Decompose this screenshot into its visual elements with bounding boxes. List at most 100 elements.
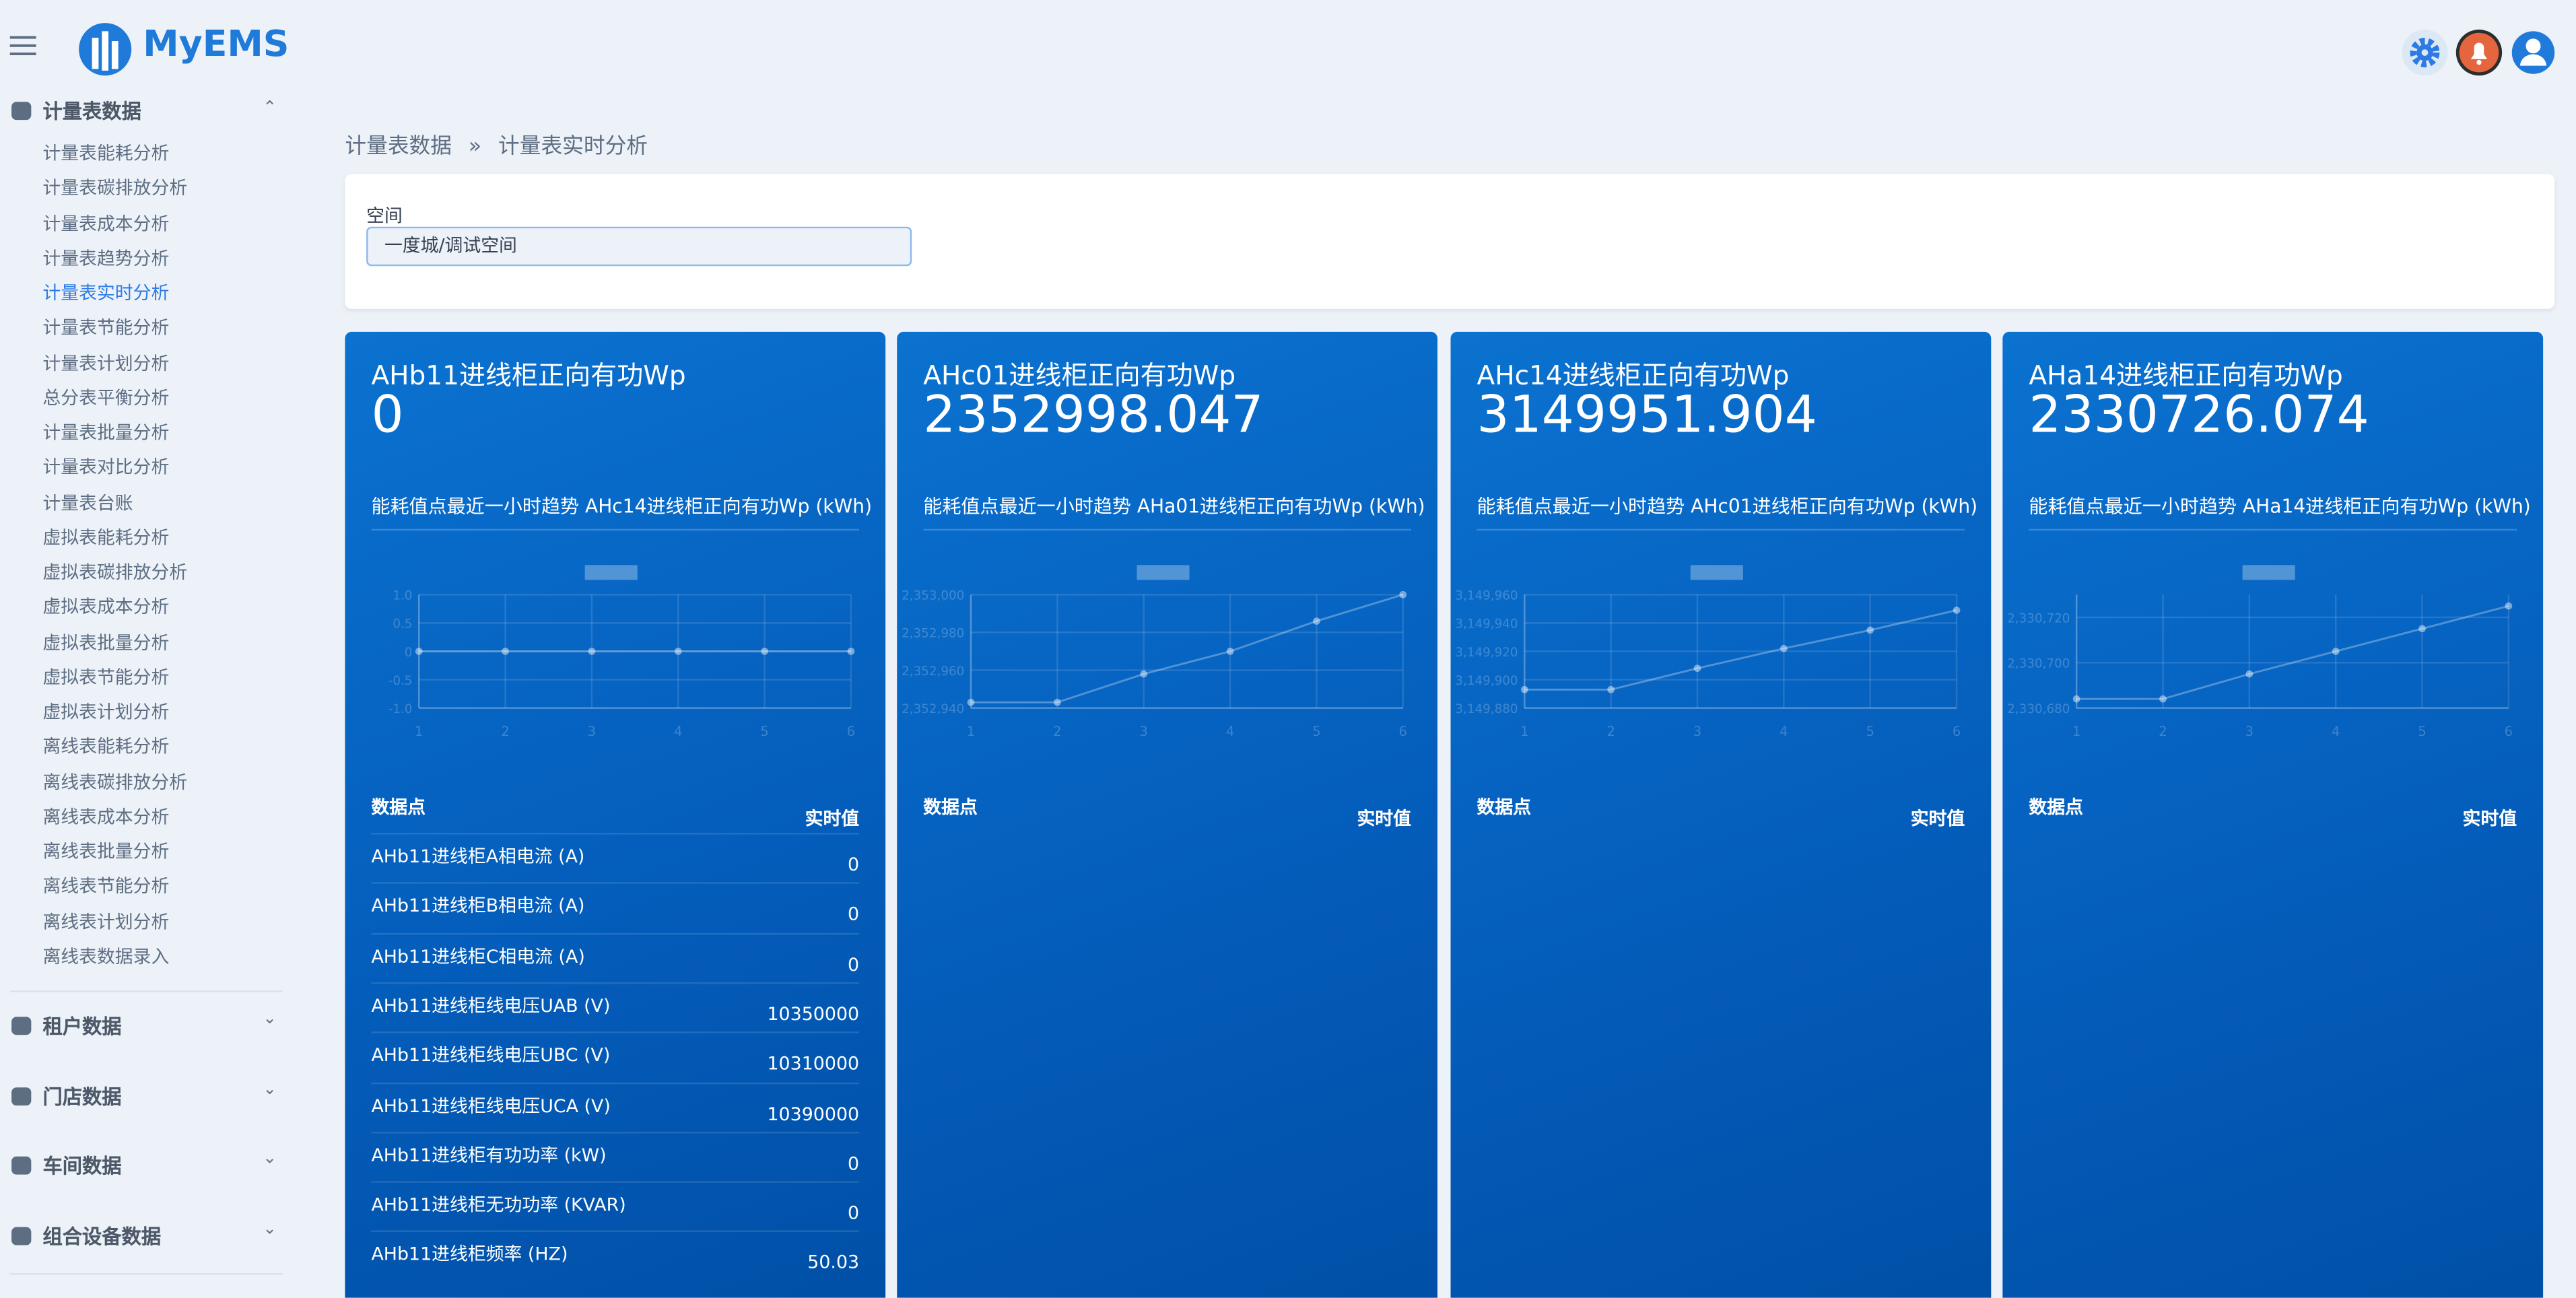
trend-point: [1953, 607, 1961, 614]
divider: [371, 528, 860, 531]
x-tick-label: 1: [967, 724, 975, 739]
trend-point: [2072, 695, 2080, 703]
x-tick-label: 3: [2245, 724, 2253, 739]
sidebar-item[interactable]: 离线表成本分析: [42, 806, 170, 828]
user-button[interactable]: [2511, 31, 2555, 74]
x-tick-label: 4: [674, 724, 682, 739]
trend-point: [761, 648, 768, 655]
sidebar-item[interactable]: 离线表数据录入: [42, 945, 170, 967]
trend-point: [1399, 590, 1407, 599]
sidebar-item[interactable]: 离线表节能分析: [42, 876, 170, 897]
sidebar-item[interactable]: 虚拟表批量分析: [42, 631, 170, 653]
sidebar-item[interactable]: 计量表台账: [42, 491, 133, 514]
trend-line: [971, 593, 1404, 704]
meter-card: AHa14进线柜正向有功Wp 2330726.074 能耗值点最近一小时趋势 AHa…: [2002, 331, 2544, 1298]
chevron[interactable]: ⌄: [263, 1150, 277, 1168]
sidebar-item[interactable]: 计量表实时分析: [42, 282, 170, 304]
divider: [1477, 528, 1965, 531]
brand[interactable]: MyEMS: [143, 24, 290, 66]
sidebar-item[interactable]: 离线表碳排放分析: [42, 771, 188, 793]
sidebar-section[interactable]: 组合设备数据: [42, 1225, 162, 1249]
sidebar-item[interactable]: 虚拟表成本分析: [42, 596, 170, 619]
breadcrumb-item[interactable]: 计量表数据: [345, 135, 452, 160]
filter-label: 空间: [366, 205, 403, 227]
chart-legend: [2242, 565, 2295, 580]
sidebar-section[interactable]: 车间数据: [42, 1155, 122, 1178]
sidebar-item[interactable]: 计量表趋势分析: [42, 247, 170, 269]
y-tick-label: 2,352,960: [902, 664, 964, 679]
trend-point: [502, 648, 509, 655]
sidebar-item[interactable]: 计量表对比分析: [42, 456, 170, 479]
y-tick-label: 2,353,000: [902, 589, 964, 603]
sidebar-item[interactable]: 总分表平衡分析: [42, 387, 170, 409]
trend-point: [415, 648, 423, 655]
data-point-value: 0: [848, 953, 860, 976]
chevron[interactable]: ⌄: [263, 1220, 277, 1239]
divider: [9, 1273, 283, 1275]
sidebar-item[interactable]: 虚拟表能耗分析: [42, 526, 170, 549]
x-tick-label: 6: [1399, 724, 1407, 739]
settings-button[interactable]: [2402, 29, 2448, 76]
sidebar-item[interactable]: 虚拟表计划分析: [42, 701, 170, 723]
sidebar-item[interactable]: 计量表计划分析: [42, 352, 170, 374]
sidebar-section[interactable]: 门店数据: [42, 1085, 122, 1109]
trend-title: 能耗值点最近一小时趋势 AHa14进线柜正向有功Wp (kWh): [2029, 494, 2531, 518]
sidebar-section[interactable]: 租户数据: [42, 1015, 122, 1039]
data-point-value: 50.03: [807, 1252, 860, 1274]
table-header: 数据点: [371, 796, 426, 819]
sidebar-item[interactable]: 计量表碳排放分析: [42, 178, 188, 199]
chevron[interactable]: ⌄: [263, 1081, 277, 1099]
sidebar-item[interactable]: 计量表成本分析: [42, 212, 170, 234]
sidebar-item[interactable]: 计量表节能分析: [42, 317, 170, 339]
card-value: 2352998.047: [923, 386, 1264, 446]
trend-point: [1313, 617, 1320, 625]
trend-point: [847, 648, 855, 655]
sidebar-item[interactable]: 计量表批量分析: [42, 422, 170, 444]
menu-toggle[interactable]: [9, 33, 40, 59]
card-value: 3149951.904: [1477, 386, 1817, 446]
icon-shape: [11, 102, 32, 121]
notification-button[interactable]: [2455, 29, 2503, 76]
trend-point: [1140, 670, 1148, 678]
sidebar-item[interactable]: 虚拟表节能分析: [42, 667, 170, 688]
sidebar-item[interactable]: 计量表能耗分析: [42, 143, 170, 164]
breadcrumb-separator: »: [468, 135, 482, 160]
x-tick-label: 4: [1226, 724, 1234, 739]
trend-point: [1780, 644, 1788, 652]
y-tick-label: 2,330,700: [2007, 657, 2070, 671]
sidebar-item[interactable]: 离线表计划分析: [42, 910, 170, 932]
x-tick-label: 6: [1953, 724, 1961, 739]
y-tick-label: -1.0: [388, 702, 413, 716]
row-divider: [371, 982, 860, 984]
trend-point: [674, 648, 682, 655]
y-tick-label: 3,149,960: [1455, 589, 1518, 603]
trend-point: [1607, 685, 1615, 693]
trend-chart: 1.0 0.5 0 -0.5 -1.01 2 3 4 5 6: [388, 565, 855, 739]
chevron[interactable]: ⌄: [263, 95, 277, 114]
sidebar-section[interactable]: 计量表数据: [42, 100, 141, 123]
trend-point: [1866, 626, 1874, 634]
card-value: 2330726.074: [2029, 386, 2369, 446]
trend-line: [2076, 605, 2509, 700]
sidebar-item[interactable]: 虚拟表碳排放分析: [42, 561, 188, 584]
x-tick-label: 4: [2332, 724, 2340, 739]
logo-icon: [79, 23, 132, 76]
section-icon: [11, 102, 32, 121]
section-icon: [11, 1227, 32, 1245]
y-tick-label: 2,330,720: [2007, 611, 2070, 625]
row-divider: [371, 1181, 860, 1184]
card-title: AHc01进线柜正向有功Wp: [923, 360, 1236, 391]
section-icon: [11, 1017, 32, 1035]
top-icons: [2402, 29, 2555, 76]
sidebar-item[interactable]: 离线表能耗分析: [42, 736, 170, 758]
chevron[interactable]: ⌄: [263, 1010, 277, 1029]
sidebar-item[interactable]: 离线表批量分析: [42, 841, 170, 862]
card-title: AHc14进线柜正向有功Wp: [1477, 360, 1790, 391]
data-point-value: 0: [848, 1153, 860, 1175]
x-tick-label: 3: [588, 724, 596, 739]
card-title: AHb11进线柜正向有功Wp: [371, 360, 686, 391]
y-tick-label: 3,149,900: [1455, 674, 1518, 688]
space-select[interactable]: 一度城/调试空间: [366, 226, 912, 267]
